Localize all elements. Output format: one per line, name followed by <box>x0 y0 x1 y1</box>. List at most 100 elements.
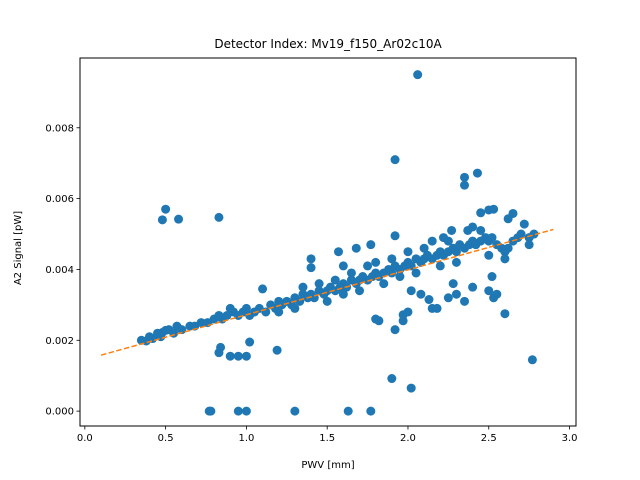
y-tick-label: 0.000 <box>45 407 74 418</box>
data-point <box>500 309 510 319</box>
data-point <box>406 383 416 393</box>
data-point <box>233 310 243 320</box>
data-point <box>427 236 437 246</box>
data-point <box>390 231 400 241</box>
data-point <box>524 240 534 250</box>
data-point <box>435 261 445 271</box>
data-point <box>403 247 413 257</box>
data-point <box>451 247 461 257</box>
fit-line <box>100 228 554 356</box>
data-point <box>472 168 482 178</box>
data-point <box>225 351 235 361</box>
data-point <box>216 342 226 352</box>
x-tick-label: 0.0 <box>77 433 93 444</box>
data-point <box>468 282 478 292</box>
x-tick-label: 1.0 <box>238 433 254 444</box>
plot-frame <box>79 57 577 427</box>
y-tick-label: 0.002 <box>45 336 74 347</box>
x-tick-label: 1.5 <box>319 433 335 444</box>
data-point <box>274 307 284 317</box>
data-point <box>460 180 470 190</box>
data-point <box>174 214 184 224</box>
data-point <box>503 243 513 253</box>
data-point <box>406 286 416 296</box>
data-point <box>355 286 364 296</box>
data-point <box>241 351 251 361</box>
data-point <box>476 225 486 235</box>
data-point <box>272 345 282 355</box>
data-point <box>206 406 216 416</box>
data-point <box>245 337 255 347</box>
data-point <box>390 325 400 335</box>
data-point <box>424 295 434 305</box>
data-point <box>390 155 400 165</box>
data-point <box>432 303 442 313</box>
data-point <box>476 208 486 218</box>
data-point <box>484 250 494 260</box>
y-axis-label: A2 Signal [pW] <box>13 211 24 285</box>
data-point <box>161 204 171 214</box>
data-point <box>500 254 510 264</box>
data-point <box>403 307 413 317</box>
data-point <box>519 219 529 229</box>
data-point <box>460 172 470 182</box>
data-point <box>338 261 348 271</box>
x-tick-label: 3.0 <box>562 433 578 444</box>
data-point <box>306 263 316 273</box>
data-point <box>290 406 300 416</box>
data-point <box>366 406 376 416</box>
data-point <box>447 225 457 235</box>
data-point <box>387 268 397 278</box>
data-point <box>241 406 251 416</box>
plot-area <box>100 70 554 416</box>
chart-title: Detector Index: Mv19_f150_Ar02c10A <box>214 37 442 51</box>
data-point <box>290 303 300 313</box>
data-point <box>334 247 343 257</box>
data-point <box>157 215 167 225</box>
y-tick-label: 0.008 <box>45 123 74 134</box>
data-point <box>411 268 421 278</box>
data-point <box>343 406 353 416</box>
data-point <box>330 275 340 285</box>
x-axis-label: PWV [mm] <box>301 460 354 471</box>
y-tick-label: 0.006 <box>45 194 74 205</box>
data-point <box>233 406 243 416</box>
data-point <box>527 355 537 365</box>
data-point <box>371 257 381 267</box>
data-point <box>177 325 187 335</box>
data-point <box>489 204 499 214</box>
x-tick-label: 0.5 <box>158 433 174 444</box>
data-point <box>322 296 332 306</box>
x-tick-label: 2.5 <box>481 433 497 444</box>
data-point <box>451 289 461 299</box>
data-point <box>460 296 470 306</box>
data-point <box>487 272 497 282</box>
data-point <box>387 374 397 384</box>
data-point <box>492 289 502 299</box>
data-point <box>233 351 243 361</box>
data-point <box>306 254 316 264</box>
y-axis-ticks: 0.000 0.002 0.004 0.006 0.008 <box>45 123 80 418</box>
data-point <box>503 214 513 224</box>
data-point <box>366 240 376 250</box>
data-point <box>448 279 458 289</box>
data-point <box>258 284 268 294</box>
data-point <box>363 261 373 271</box>
data-point <box>351 243 361 253</box>
data-point <box>443 236 453 246</box>
data-point <box>338 289 348 299</box>
data-point <box>463 225 473 235</box>
data-point <box>487 233 497 243</box>
data-point <box>379 279 389 289</box>
y-tick-label: 0.004 <box>45 265 74 276</box>
data-point <box>196 318 206 328</box>
data-point <box>346 268 356 278</box>
data-point <box>314 279 324 289</box>
data-point <box>298 282 308 292</box>
data-point <box>443 293 453 303</box>
data-point <box>413 70 423 80</box>
data-point <box>419 243 429 253</box>
data-point <box>529 229 539 239</box>
